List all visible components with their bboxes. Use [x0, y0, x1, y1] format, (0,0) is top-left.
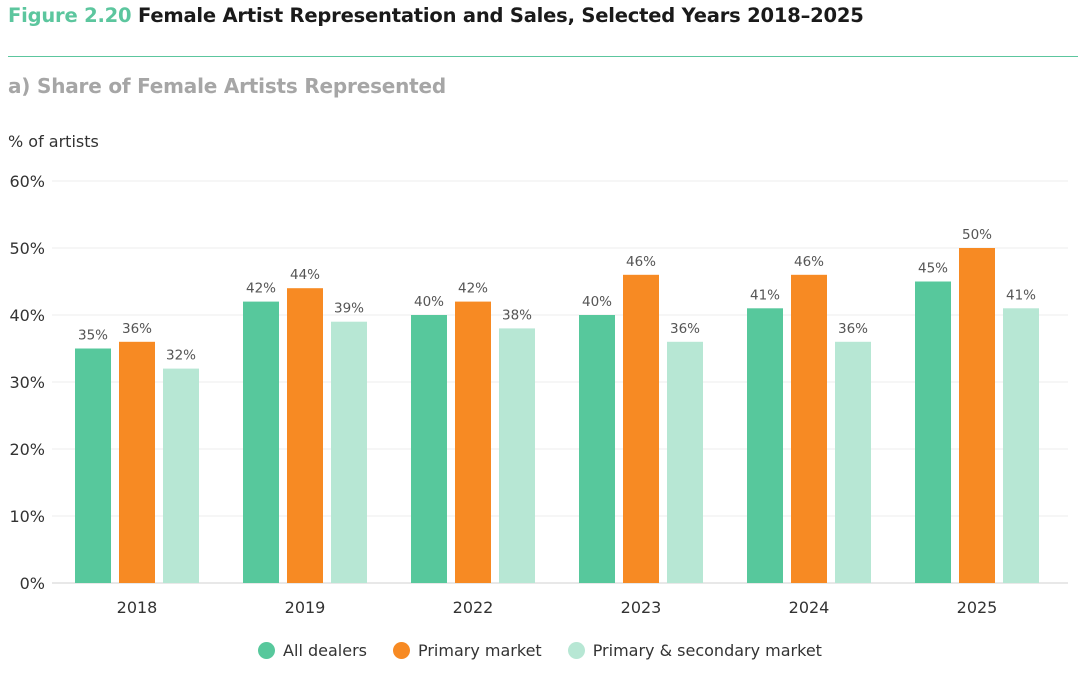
data-label: 36%: [838, 321, 868, 337]
x-tick-label: 2024: [789, 598, 830, 617]
data-label: 42%: [246, 281, 276, 297]
y-axis-label: % of artists: [8, 132, 99, 151]
figure-title: Figure 2.20 Female Artist Representation…: [8, 4, 864, 27]
x-tick-label: 2023: [621, 598, 662, 617]
panel-title: a) Share of Female Artists Represented: [8, 74, 447, 98]
bar: [499, 328, 535, 583]
legend-label-primary-market: Primary market: [417, 641, 542, 660]
data-label: 42%: [458, 281, 488, 297]
bar: [411, 315, 447, 583]
bar: [287, 288, 323, 583]
x-tick-label: 2022: [453, 598, 494, 617]
y-tick-label: 60%: [9, 172, 45, 191]
bar: [163, 368, 199, 583]
bar: [119, 341, 155, 583]
bar: [1003, 308, 1039, 583]
legend-label-all-dealers: All dealers: [283, 641, 367, 660]
data-label: 44%: [290, 267, 320, 283]
legend-swatch-primary-secondary-market: [567, 642, 585, 659]
legend-item-all-dealers: All dealers: [258, 641, 367, 660]
data-label: 39%: [334, 301, 364, 317]
y-tick-label: 20%: [9, 440, 45, 459]
bar: [667, 341, 703, 583]
legend-item-primary-market: Primary market: [392, 641, 542, 660]
y-tick-label: 30%: [9, 373, 45, 392]
data-label: 40%: [414, 294, 444, 310]
y-tick-label: 10%: [9, 507, 45, 526]
legend-label-primary-secondary-market: Primary & secondary market: [592, 641, 822, 660]
bar: [579, 315, 615, 583]
bar: [455, 301, 491, 583]
bar: [835, 341, 871, 583]
legend-swatch-primary-market: [392, 642, 410, 659]
x-tick-label: 2019: [285, 598, 326, 617]
data-label: 40%: [582, 294, 612, 310]
x-tick-label: 2025: [957, 598, 998, 617]
data-label: 41%: [750, 287, 780, 303]
data-label: 38%: [502, 307, 532, 323]
header-divider: [8, 56, 1078, 57]
y-tick-label: 50%: [9, 239, 45, 258]
x-tick-label: 2018: [117, 598, 158, 617]
bar: [623, 274, 659, 583]
bar: [331, 321, 367, 583]
figure-title-text: Female Artist Representation and Sales, …: [137, 4, 864, 27]
y-tick-label: 0%: [20, 574, 45, 593]
bar: [791, 274, 827, 583]
bar-chart: 0% 10% 20% 30% 40% 50% 60% 35% 36% 32% 2018 42% 44% 3…: [9, 172, 1068, 617]
data-label: 50%: [962, 227, 992, 243]
data-label: 46%: [626, 254, 656, 270]
legend-swatch-all-dealers: [258, 642, 276, 659]
data-label: 36%: [122, 321, 152, 337]
bar: [959, 248, 995, 583]
legend-item-primary-secondary-market: Primary & secondary market: [567, 641, 822, 660]
data-label: 41%: [1006, 287, 1036, 303]
y-tick-label: 40%: [9, 306, 45, 325]
figure-number: Figure 2.20: [8, 4, 132, 27]
bar: [75, 348, 111, 583]
bar: [915, 281, 951, 583]
data-label: 35%: [78, 328, 108, 344]
data-label: 36%: [670, 321, 700, 337]
chart-legend: All dealers Primary market Primary & sec…: [0, 641, 1080, 660]
bar: [747, 308, 783, 583]
bar: [243, 301, 279, 583]
data-label: 45%: [918, 261, 948, 277]
data-label: 32%: [166, 348, 196, 364]
data-label: 46%: [794, 254, 824, 270]
